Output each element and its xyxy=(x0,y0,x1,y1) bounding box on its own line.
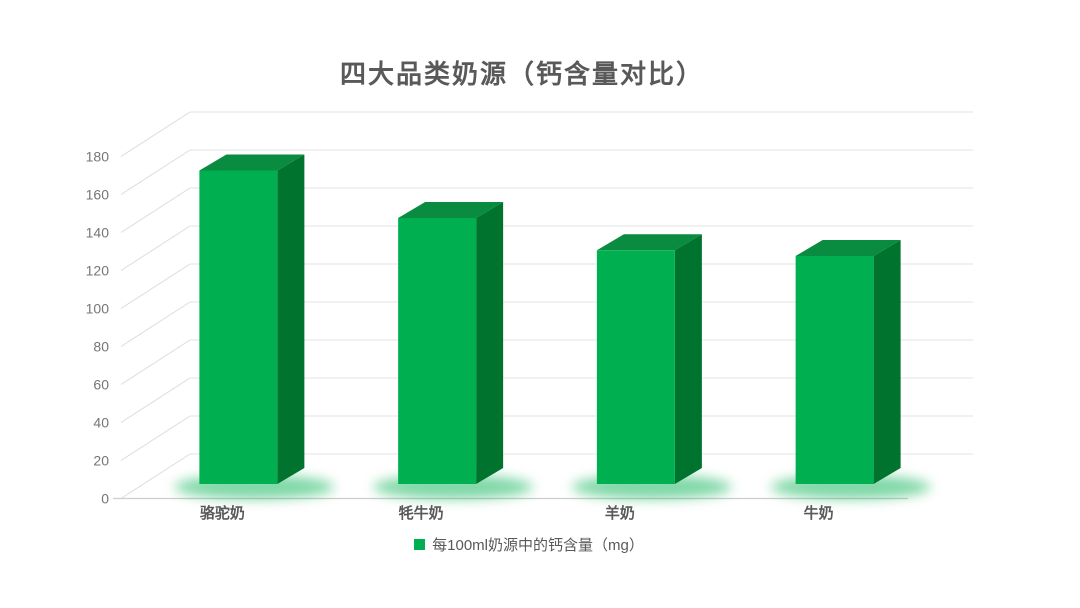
chart-title: 四大品类奶源（钙含量对比） xyxy=(339,59,704,89)
y-axis-tick-label: 140 xyxy=(86,225,110,241)
bar-column xyxy=(398,218,477,484)
y-axis-tick-label: 20 xyxy=(93,453,109,469)
bar-side-face xyxy=(674,234,702,484)
chart-legend: 每100ml奶源中的钙含量（mg） xyxy=(0,534,1058,555)
x-axis-category-label: 羊奶 xyxy=(605,504,635,522)
y-grid-leader xyxy=(120,263,191,309)
bar-side-face xyxy=(873,240,901,484)
y-axis-tick-label: 160 xyxy=(86,187,110,203)
y-axis-tick-label: 80 xyxy=(93,339,109,355)
bar-top-face xyxy=(199,154,305,171)
x-axis-category-label: 骆驼奶 xyxy=(200,504,245,522)
bar-side-face xyxy=(277,154,305,484)
bar-column xyxy=(199,170,278,484)
y-grid-leader xyxy=(120,111,191,157)
y-axis-tick-label: 100 xyxy=(86,301,110,317)
y-axis-tick-label: 40 xyxy=(93,415,109,431)
y-grid-leader xyxy=(120,187,191,233)
legend-series-label: 每100ml奶源中的钙含量（mg） xyxy=(432,537,644,554)
y-grid-leader xyxy=(120,339,191,385)
y-grid-leader xyxy=(120,377,191,423)
y-axis-tick-label: 180 xyxy=(86,149,110,165)
bar-top-face xyxy=(398,202,504,218)
bar-column xyxy=(596,250,675,484)
bar-top-face xyxy=(596,234,702,251)
y-axis-tick-label: 120 xyxy=(86,263,110,279)
y-grid-leader xyxy=(120,415,191,461)
y-axis-tick-label: 0 xyxy=(101,491,109,507)
y-grid-leader xyxy=(120,225,191,271)
bar-top-face xyxy=(795,240,901,256)
legend-swatch-icon xyxy=(414,539,426,550)
y-grid-leader xyxy=(120,453,191,499)
y-axis-tick-label: 60 xyxy=(93,377,109,393)
y-grid-leader xyxy=(120,301,191,347)
bar-side-face xyxy=(476,202,504,484)
x-axis-category-label: 牛奶 xyxy=(804,504,834,522)
bar-column xyxy=(795,256,874,484)
y-grid-leader xyxy=(120,149,191,195)
x-axis-category-label: 牦牛奶 xyxy=(399,504,444,522)
